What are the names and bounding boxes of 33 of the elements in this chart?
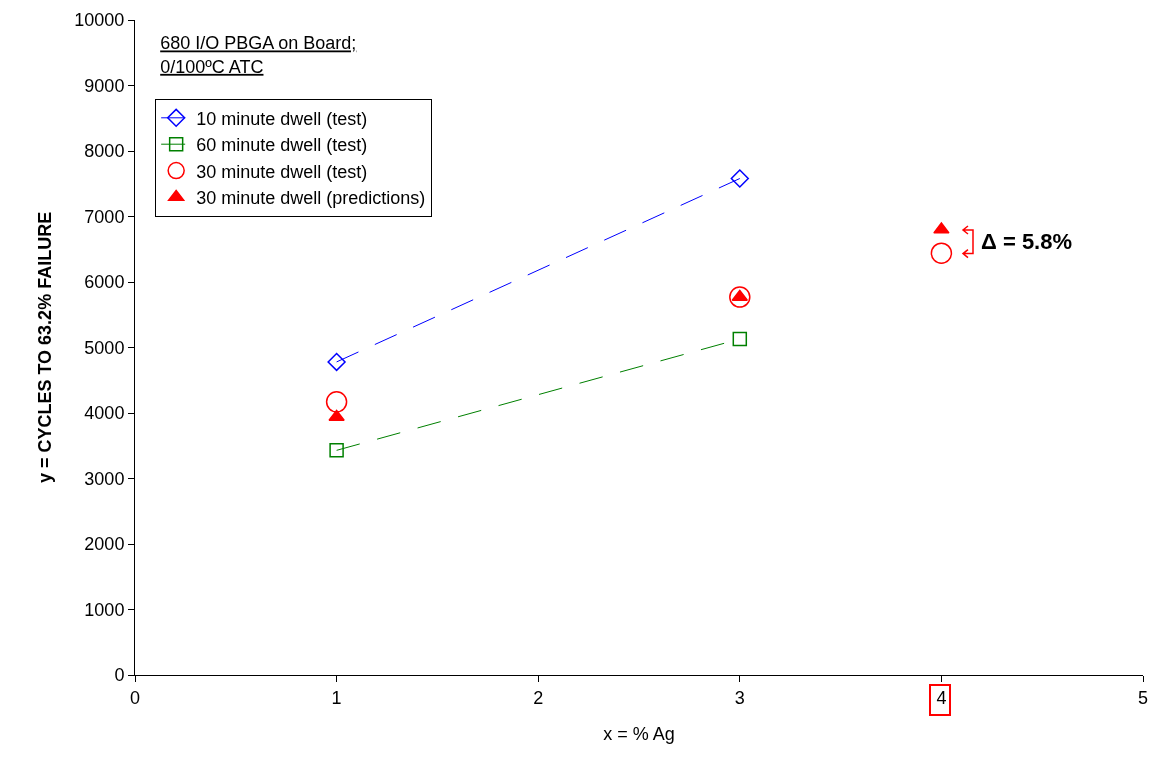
y-axis-title: y = CYCLES TO 63.2% FAILURE: [34, 211, 55, 484]
legend-label: 30 minute dwell (predictions): [196, 188, 426, 209]
x-tick-label: 1: [331, 687, 342, 708]
y-tick-label: 4000: [84, 403, 125, 424]
y-tick-label: 10000: [74, 10, 125, 31]
legend-label: 60 minute dwell (test): [196, 135, 368, 156]
y-tick-label: 3000: [84, 468, 125, 489]
point: [329, 443, 344, 458]
x-tick-label: 5: [1137, 687, 1149, 708]
x-tick-label: 2: [533, 687, 544, 708]
x-axis-title: x = % Ag: [603, 723, 675, 744]
point: [732, 331, 748, 347]
y-tick-label: 0: [114, 665, 125, 686]
text: 680 I/O PBGA on Board; 0/100ºC ATC: [160, 33, 357, 77]
x-tick-label: 3: [734, 687, 745, 708]
y-tick-label: 6000: [84, 272, 125, 293]
point: [933, 222, 950, 234]
x-tick-label: 0: [129, 687, 141, 708]
point: [328, 409, 345, 421]
y-tick-label: 2000: [84, 534, 125, 555]
annotation: Δ = 5.8%: [981, 229, 1073, 254]
y-tick-label: 5000: [84, 337, 125, 358]
y-tick-label: 7000: [84, 206, 125, 227]
point: [327, 352, 346, 372]
point: [930, 242, 953, 264]
legend-label: 30 minute dwell (test): [196, 161, 368, 182]
x-tick-label: 4: [936, 687, 947, 708]
legend-label: 10 minute dwell (test): [196, 108, 368, 129]
y-tick-label: 9000: [84, 75, 125, 96]
y-tick-label: 1000: [84, 599, 125, 620]
point: [730, 169, 749, 188]
y-tick-label: 8000: [84, 141, 125, 162]
point: [325, 391, 348, 413]
